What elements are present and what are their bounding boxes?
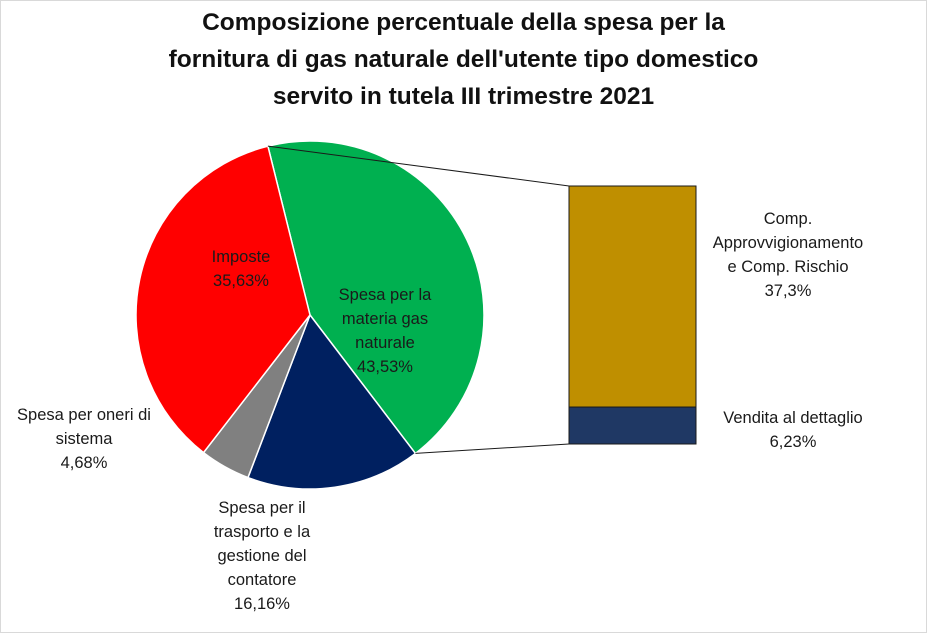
pie-category-label-2: sistema	[56, 430, 114, 448]
breakdown-category-label-0: Comp.	[764, 210, 813, 228]
connector-line-top	[267, 145, 570, 187]
pie-category-label-1: gestione del	[218, 547, 307, 565]
pie-value-label-1: 16,16%	[234, 595, 290, 613]
pie-slice-1	[247, 313, 417, 490]
pie-category-label-1: contatore	[228, 571, 297, 589]
pie-value-label-3: 35,63%	[213, 272, 269, 290]
pie-category-label-2: Spesa per oneri di	[17, 406, 151, 424]
chart-title-line-2: fornitura di gas naturale dell'utente ti…	[168, 46, 759, 73]
breakdown-category-label-0: Approvvigionamento	[713, 234, 863, 252]
breakdown-category-label-1: Vendita al dettaglio	[723, 409, 862, 427]
pie-value-label-2: 4,68%	[61, 454, 108, 472]
breakdown-category-label-0: e Comp. Rischio	[727, 258, 848, 276]
breakdown-bar-segment-1	[568, 406, 697, 445]
pie-category-label-1: trasporto e la	[214, 523, 311, 541]
pie-slice-3	[135, 145, 311, 454]
pie-category-label-1: Spesa per il	[218, 499, 305, 517]
pie-category-label-0: materia gas	[342, 310, 428, 328]
breakdown-bar-segment-0	[568, 185, 697, 408]
pie-category-label-3: Imposte	[212, 248, 271, 266]
pie-value-label-0: 43,53%	[357, 358, 413, 376]
connector-line-bottom	[415, 443, 570, 454]
chart-title-line-3: servito in tutela III trimestre 2021	[272, 83, 655, 110]
pie-category-label-0: naturale	[355, 334, 415, 352]
breakdown-value-label-0: 37,3%	[765, 282, 812, 300]
chart-title-line-1: Composizione percentuale della spesa per…	[202, 9, 725, 36]
chart-title: Composizione percentuale della spesa per…	[100, 4, 827, 115]
pie-category-label-0: Spesa per la	[339, 286, 432, 304]
breakdown-value-label-1: 6,23%	[770, 433, 817, 451]
pie-slice-0	[266, 140, 485, 455]
